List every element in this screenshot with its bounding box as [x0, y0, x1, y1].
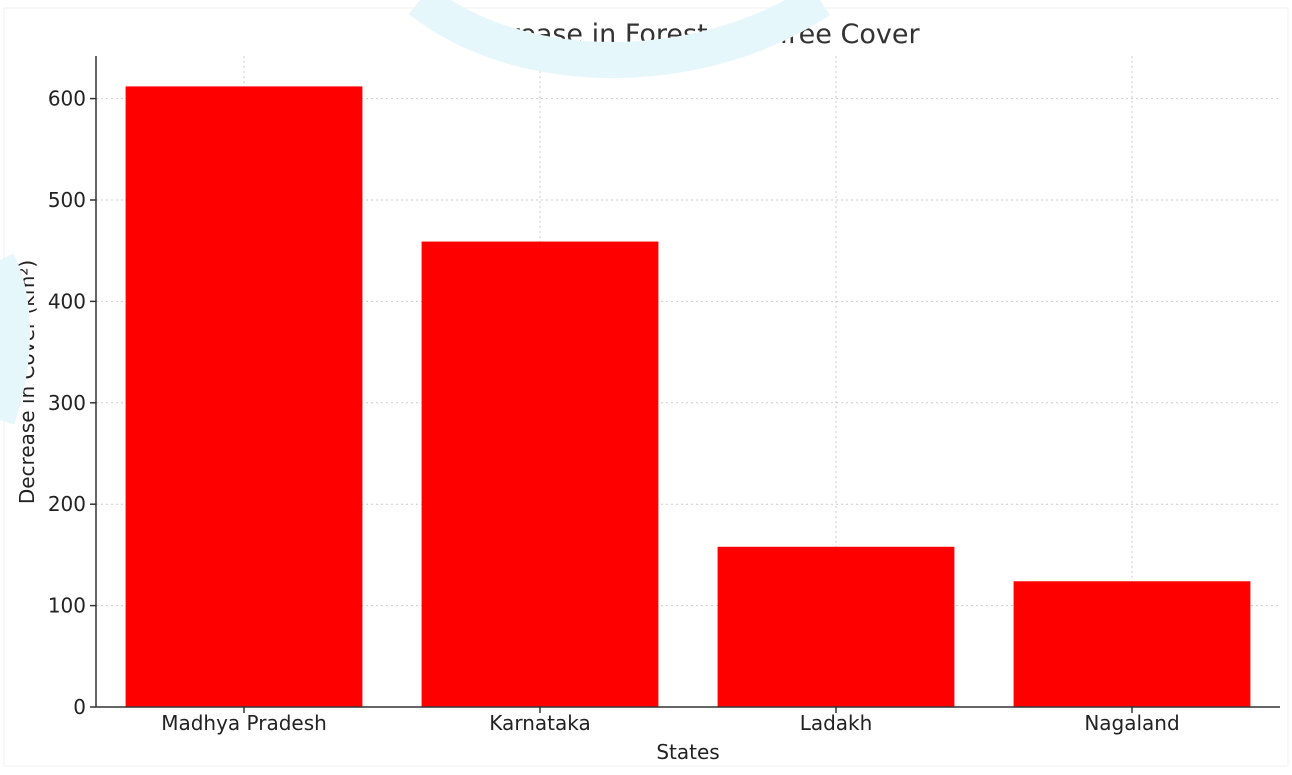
y-tick-label-4: 400	[48, 289, 86, 313]
y-tick-label-0: 0	[73, 695, 86, 719]
bar-madhya-pradesh	[125, 86, 363, 708]
y-axis-label: Decrease in Cover (km²)	[15, 260, 39, 504]
bar-karnataka	[421, 241, 659, 707]
x-tick-label-3: Nagaland	[1084, 711, 1179, 735]
bars	[125, 86, 1251, 708]
y-tick-label-1: 100	[48, 594, 86, 618]
x-tick-label-1: Karnataka	[489, 711, 590, 735]
y-axis-ticks: 0 100 200 300 400 500 600	[48, 87, 96, 719]
y-tick-label-2: 200	[48, 492, 86, 516]
y-tick-label-6: 600	[48, 87, 86, 111]
bar-ladakh	[717, 546, 955, 707]
y-tick-label-3: 300	[48, 391, 86, 415]
x-axis-ticks: Madhya Pradesh Karnataka Ladakh Nagaland	[161, 707, 1180, 735]
y-tick-label-5: 500	[48, 188, 86, 212]
chart-title: Decrease in Forest and Tree Cover	[456, 19, 920, 50]
x-axis-label: States	[656, 740, 719, 764]
bar-nagaland	[1013, 581, 1251, 707]
x-tick-label-2: Ladakh	[800, 711, 873, 735]
x-tick-label-0: Madhya Pradesh	[161, 711, 327, 735]
